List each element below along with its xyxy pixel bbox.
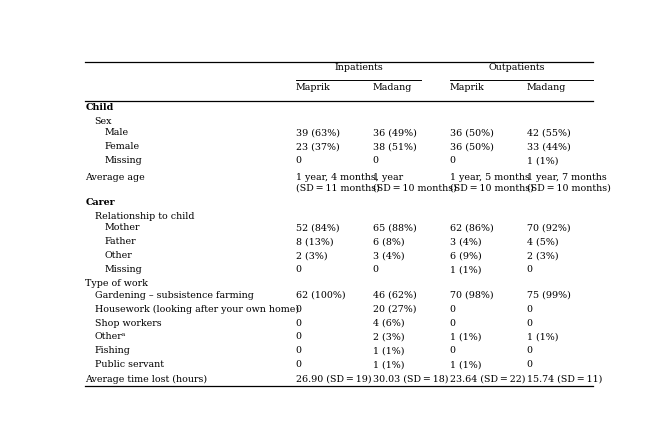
Text: Otherᵃ: Otherᵃ bbox=[95, 332, 126, 342]
Text: Missing: Missing bbox=[105, 156, 142, 165]
Text: 1 (1%): 1 (1%) bbox=[526, 332, 558, 342]
Text: 39 (63%): 39 (63%) bbox=[296, 128, 340, 137]
Text: 36 (50%): 36 (50%) bbox=[449, 128, 493, 137]
Text: 26.90 (SD = 19): 26.90 (SD = 19) bbox=[296, 374, 371, 383]
Text: Gardening – subsistence farming: Gardening – subsistence farming bbox=[95, 290, 254, 300]
Text: 23 (37%): 23 (37%) bbox=[296, 142, 340, 151]
Text: 70 (98%): 70 (98%) bbox=[449, 290, 493, 300]
Text: 65 (88%): 65 (88%) bbox=[373, 224, 416, 232]
Text: 0: 0 bbox=[296, 332, 302, 342]
Text: 0: 0 bbox=[296, 347, 302, 355]
Text: Average age: Average age bbox=[85, 173, 145, 182]
Text: 33 (44%): 33 (44%) bbox=[526, 142, 570, 151]
Text: Carer: Carer bbox=[85, 198, 115, 207]
Text: 0: 0 bbox=[449, 347, 455, 355]
Text: Sex: Sex bbox=[95, 117, 112, 126]
Text: 0: 0 bbox=[449, 305, 455, 313]
Text: 1 (1%): 1 (1%) bbox=[373, 347, 404, 355]
Text: 4 (5%): 4 (5%) bbox=[526, 237, 558, 247]
Text: 6 (8%): 6 (8%) bbox=[373, 237, 404, 247]
Text: 62 (100%): 62 (100%) bbox=[296, 290, 346, 300]
Text: 0: 0 bbox=[296, 360, 302, 370]
Text: 1 (1%): 1 (1%) bbox=[449, 332, 481, 342]
Text: 0: 0 bbox=[526, 360, 532, 370]
Text: 3 (4%): 3 (4%) bbox=[373, 251, 404, 260]
Text: Shop workers: Shop workers bbox=[95, 319, 161, 328]
Text: Outpatients: Outpatients bbox=[488, 63, 545, 72]
Text: 1 year, 4 months,
(SD = 11 months): 1 year, 4 months, (SD = 11 months) bbox=[296, 173, 379, 193]
Text: 2 (3%): 2 (3%) bbox=[373, 332, 404, 342]
Text: 8 (13%): 8 (13%) bbox=[296, 237, 333, 247]
Text: Father: Father bbox=[105, 237, 136, 247]
Text: 3 (4%): 3 (4%) bbox=[449, 237, 481, 247]
Text: 0: 0 bbox=[449, 319, 455, 328]
Text: 6 (9%): 6 (9%) bbox=[449, 251, 481, 260]
Text: Inpatients: Inpatients bbox=[334, 63, 383, 72]
Text: 0: 0 bbox=[373, 265, 379, 274]
Text: Mother: Mother bbox=[105, 224, 140, 232]
Text: 46 (62%): 46 (62%) bbox=[373, 290, 416, 300]
Text: 1 (1%): 1 (1%) bbox=[373, 360, 404, 370]
Text: 20 (27%): 20 (27%) bbox=[373, 305, 416, 313]
Text: 62 (86%): 62 (86%) bbox=[449, 224, 493, 232]
Text: Madang: Madang bbox=[373, 83, 412, 91]
Text: Male: Male bbox=[105, 128, 129, 137]
Text: 0: 0 bbox=[296, 319, 302, 328]
Text: 42 (55%): 42 (55%) bbox=[526, 128, 570, 137]
Text: 75 (99%): 75 (99%) bbox=[526, 290, 571, 300]
Text: 0: 0 bbox=[526, 319, 532, 328]
Text: 1 (1%): 1 (1%) bbox=[526, 156, 558, 165]
Text: 0: 0 bbox=[526, 265, 532, 274]
Text: 0: 0 bbox=[373, 156, 379, 165]
Text: Other: Other bbox=[105, 251, 132, 260]
Text: Housework (looking after your own home): Housework (looking after your own home) bbox=[95, 305, 299, 314]
Text: 36 (49%): 36 (49%) bbox=[373, 128, 416, 137]
Text: Child: Child bbox=[85, 103, 114, 112]
Text: 1 year, 7 months
(SD = 10 months): 1 year, 7 months (SD = 10 months) bbox=[526, 173, 610, 193]
Text: 1 (1%): 1 (1%) bbox=[449, 265, 481, 274]
Text: 36 (50%): 36 (50%) bbox=[449, 142, 493, 151]
Text: 4 (6%): 4 (6%) bbox=[373, 319, 404, 328]
Text: 1 year, 5 months
(SD = 10 months): 1 year, 5 months (SD = 10 months) bbox=[449, 173, 534, 193]
Text: Average time lost (hours): Average time lost (hours) bbox=[85, 374, 207, 384]
Text: Female: Female bbox=[105, 142, 140, 151]
Text: Maprik: Maprik bbox=[449, 83, 485, 91]
Text: 52 (84%): 52 (84%) bbox=[296, 224, 340, 232]
Text: 70 (92%): 70 (92%) bbox=[526, 224, 570, 232]
Text: 15.74 (SD = 11): 15.74 (SD = 11) bbox=[526, 374, 602, 383]
Text: 0: 0 bbox=[296, 305, 302, 313]
Text: 1 (1%): 1 (1%) bbox=[449, 360, 481, 370]
Text: 1 year
(SD = 10 months): 1 year (SD = 10 months) bbox=[373, 173, 457, 193]
Text: Missing: Missing bbox=[105, 265, 142, 274]
Text: 38 (51%): 38 (51%) bbox=[373, 142, 416, 151]
Text: 2 (3%): 2 (3%) bbox=[296, 251, 327, 260]
Text: 2 (3%): 2 (3%) bbox=[526, 251, 558, 260]
Text: Type of work: Type of work bbox=[85, 279, 148, 288]
Text: 0: 0 bbox=[526, 347, 532, 355]
Text: 23.64 (SD = 22): 23.64 (SD = 22) bbox=[449, 374, 525, 383]
Text: 0: 0 bbox=[296, 156, 302, 165]
Text: 0: 0 bbox=[526, 305, 532, 313]
Text: Relationship to child: Relationship to child bbox=[95, 212, 194, 221]
Text: Maprik: Maprik bbox=[296, 83, 330, 91]
Text: 30.03 (SD = 18): 30.03 (SD = 18) bbox=[373, 374, 448, 383]
Text: 0: 0 bbox=[449, 156, 455, 165]
Text: Public servant: Public servant bbox=[95, 360, 164, 370]
Text: 0: 0 bbox=[296, 265, 302, 274]
Text: Madang: Madang bbox=[526, 83, 566, 91]
Text: Fishing: Fishing bbox=[95, 347, 130, 355]
